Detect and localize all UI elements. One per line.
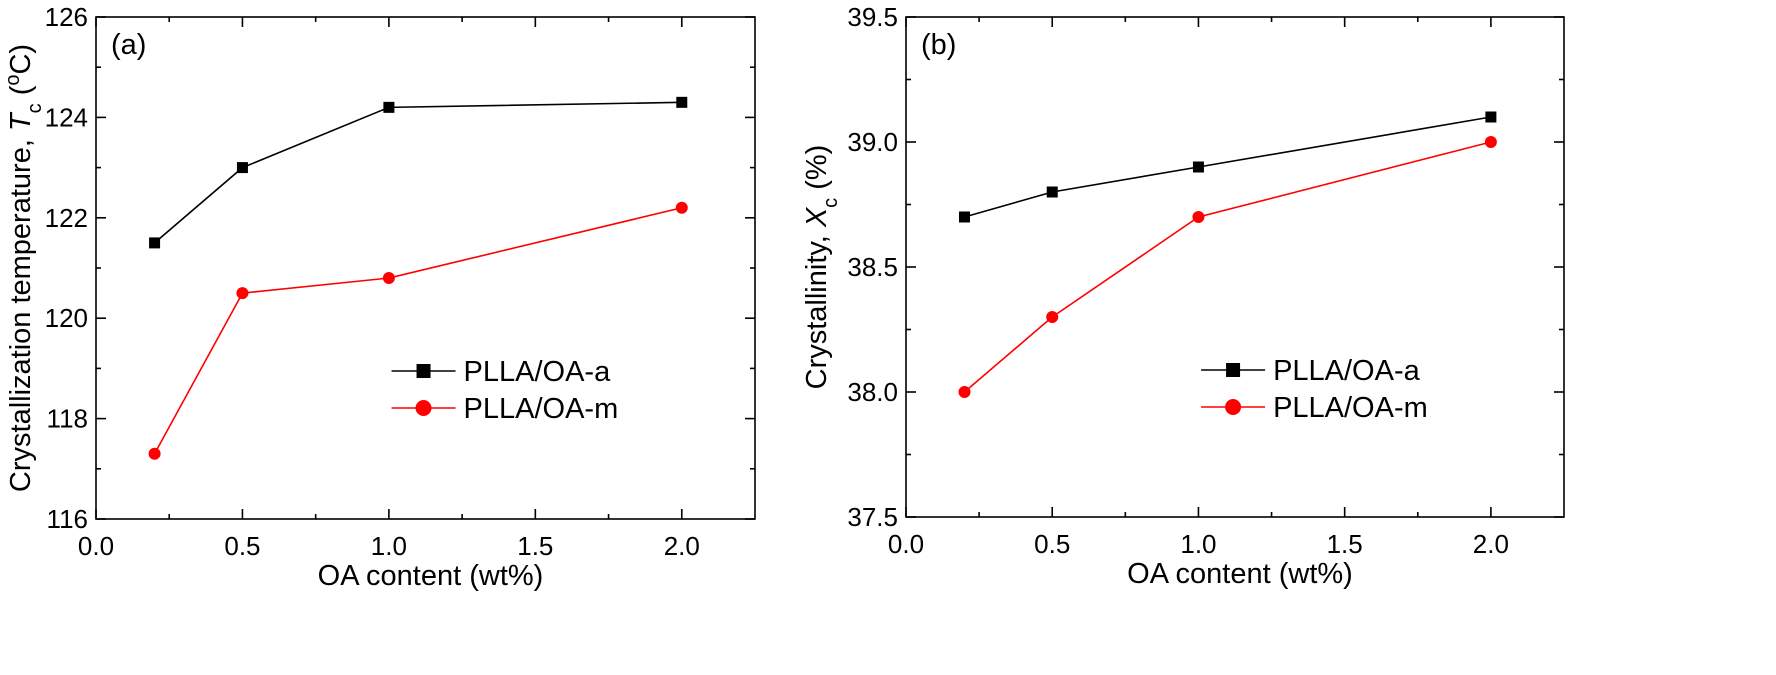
data-point-square [236, 162, 248, 174]
data-point-circle [1046, 311, 1059, 323]
y-tick-label: 126 [45, 2, 88, 32]
legend-label: PLLA/OA-m [1273, 392, 1428, 424]
panel-a: 0.0 0.5 1.0 1.5 2.0 116 118 120 122 124 126 OA cont… [2, 2, 756, 592]
data-point-circle [1192, 211, 1205, 223]
legend-label: PLLA/OA-a [464, 356, 612, 388]
data-point-circle [675, 201, 688, 214]
y-title-unit-open: ( [5, 85, 37, 103]
y-title-unit-close: C) [5, 44, 37, 75]
data-point-square [676, 96, 688, 108]
y-title-variable: T [5, 111, 37, 131]
y-tick-label: 38.5 [847, 252, 898, 282]
legend-marker-circle [1225, 399, 1242, 415]
x-tick-label: 1.5 [517, 531, 553, 561]
legend-label: PLLA/OA-m [464, 393, 619, 425]
data-point-circle [1484, 136, 1497, 148]
data-point-square [1046, 186, 1058, 198]
series-line-plla-oa-m [963, 141, 1492, 393]
x-tick-label: 0.5 [224, 531, 260, 561]
y-title-unit-open: (%) [801, 145, 833, 198]
plot-frame [905, 16, 1565, 518]
legend-marker-square [416, 364, 431, 378]
data-point-square [149, 237, 161, 249]
panel-label: (b) [921, 29, 956, 61]
y-title-superscript: o [2, 75, 24, 86]
series-line-plla-oa-a [964, 116, 1492, 218]
y-title-variable: X [801, 206, 833, 228]
y-title-main: Crystallization temperature, [5, 131, 37, 492]
panel-b: 0.0 0.5 1.0 1.5 2.0 37.5 38.0 38.5 39.0 39.5 OA co… [801, 2, 1565, 590]
x-axis-title: OA content (wt%) [1127, 558, 1353, 590]
y-tick-label: 120 [45, 303, 88, 333]
y-axis-title: Crystallinity, Xc (%) [801, 145, 842, 390]
data-point-square [1485, 111, 1497, 123]
x-tick-label: 2.0 [1473, 529, 1509, 559]
y-tick-label: 116 [47, 504, 88, 534]
y-tick-label: 118 [47, 404, 88, 434]
x-tick-label: 1.0 [1180, 529, 1216, 559]
y-axis-title: Crystallization temperature, Tc (oC) [2, 44, 46, 492]
legend-marker-circle [415, 400, 432, 416]
y-tick-label: 122 [45, 203, 88, 233]
y-title-subscript: c [24, 103, 46, 113]
x-tick-label: 1.0 [371, 531, 407, 561]
data-point-circle [958, 386, 971, 398]
y-title-subscript: c [820, 198, 842, 208]
y-title-main: Crystallinity, [801, 227, 833, 389]
x-tick-label: 2.0 [664, 531, 700, 561]
y-tick-label: 38.0 [847, 377, 898, 407]
y-tick-label: 39.0 [847, 127, 898, 157]
data-point-square [383, 101, 395, 113]
y-tick-label: 39.5 [847, 2, 898, 32]
x-tick-label: 1.5 [1327, 529, 1363, 559]
series-line-plla-oa-m [153, 206, 682, 455]
x-axis-title: OA content (wt%) [318, 560, 544, 592]
data-point-circle [148, 447, 161, 460]
x-tick-label: 0.0 [888, 529, 924, 559]
x-tick-label: 0.0 [78, 531, 114, 561]
panel-label: (a) [111, 29, 146, 61]
x-tick-label: 0.5 [1034, 529, 1070, 559]
legend-marker-square [1226, 363, 1241, 377]
data-point-circle [382, 272, 395, 285]
legend-label: PLLA/OA-a [1273, 355, 1421, 387]
y-tick-label: 37.5 [847, 502, 898, 532]
data-point-square [1192, 161, 1204, 173]
plot-frame [95, 16, 756, 520]
data-point-circle [236, 287, 249, 300]
series-line-plla-oa-a [154, 101, 682, 244]
data-point-square [958, 211, 970, 223]
y-tick-label: 124 [45, 102, 88, 132]
